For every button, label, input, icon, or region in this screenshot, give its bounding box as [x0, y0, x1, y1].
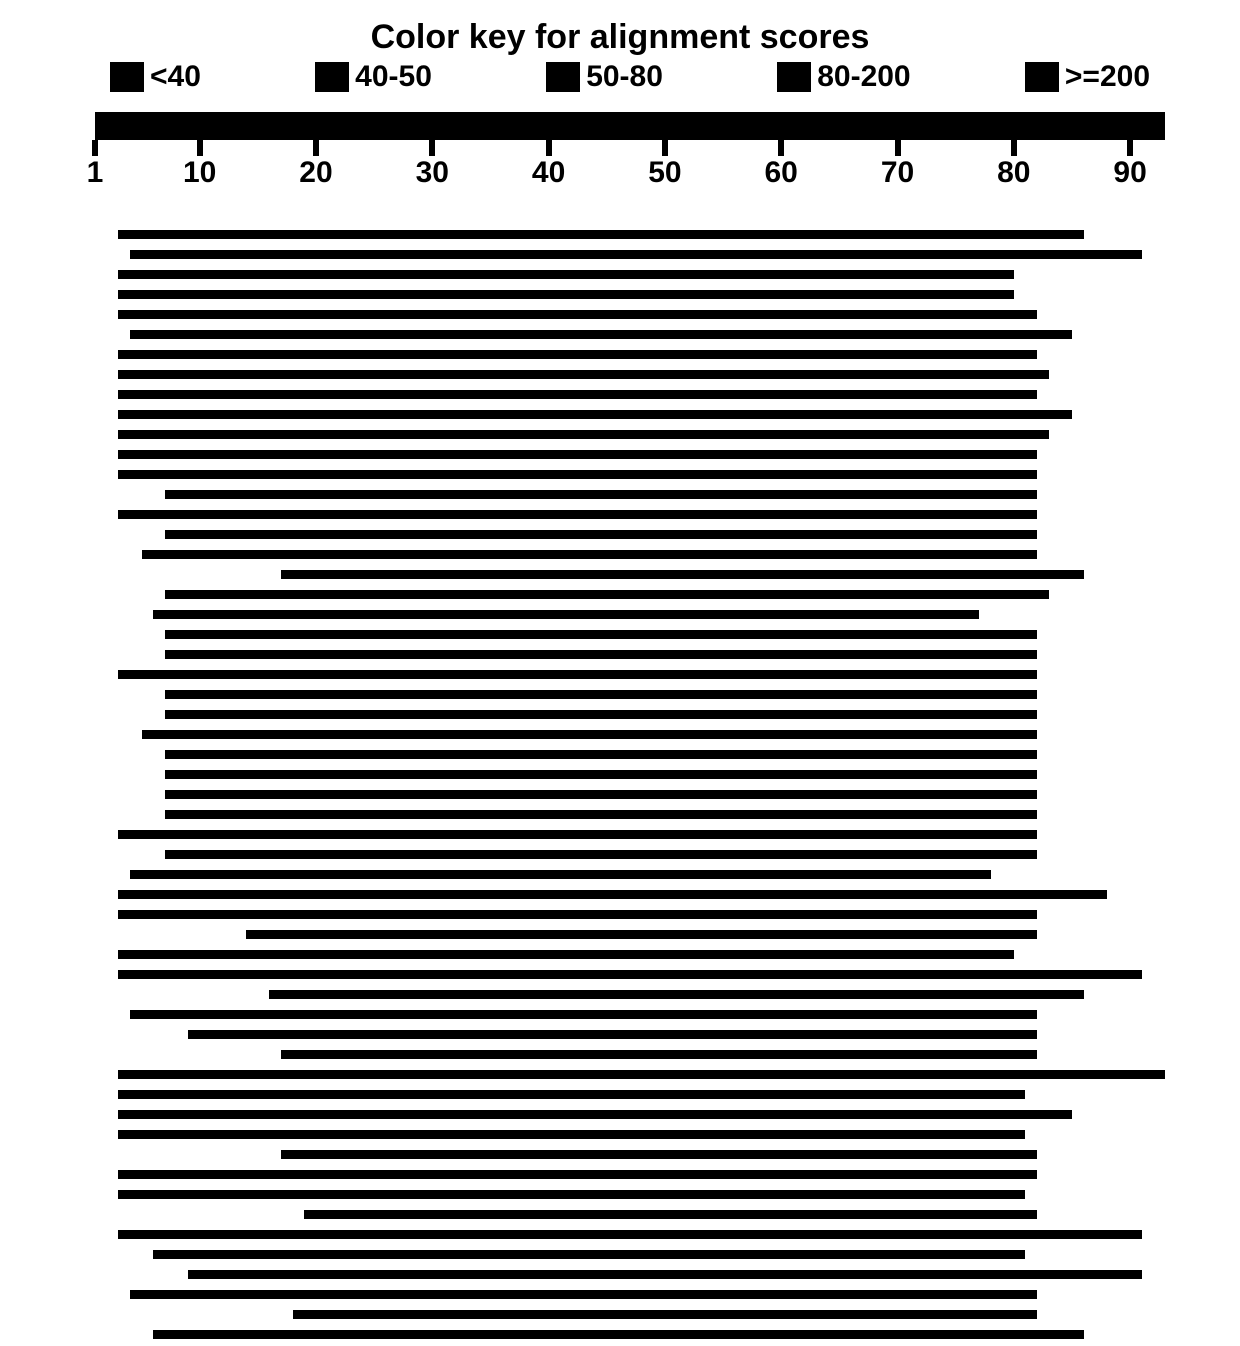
query-bar [95, 112, 1165, 140]
alignment-hit [118, 1110, 1072, 1119]
chart-title: Color key for alignment scores [0, 18, 1240, 57]
alignment-hit [188, 1270, 1142, 1279]
axis-tick-label: 20 [299, 156, 332, 190]
alignment-hit [165, 630, 1037, 639]
axis-tick [197, 140, 203, 156]
legend-label: 50-80 [586, 60, 663, 94]
alignment-hit [118, 290, 1014, 299]
axis-tick [1011, 140, 1017, 156]
alignment-hit [118, 1130, 1025, 1139]
legend-label: 80-200 [817, 60, 910, 94]
legend-item: 50-80 [546, 60, 663, 94]
alignment-hit [118, 1230, 1141, 1239]
axis-tick [662, 140, 668, 156]
axis-tick-label: 1 [87, 156, 104, 190]
alignment-hit [118, 390, 1037, 399]
alignment-hit [165, 710, 1037, 719]
legend-swatch [110, 62, 144, 92]
alignment-hit [281, 1150, 1037, 1159]
alignment-hit [130, 1290, 1037, 1299]
axis-tick [313, 140, 319, 156]
alignment-hit [130, 250, 1142, 259]
legend-item: >=200 [1025, 60, 1150, 94]
alignment-hit [153, 1330, 1083, 1339]
alignment-hit [118, 1190, 1025, 1199]
legend-item: <40 [110, 60, 201, 94]
alignment-hit [153, 1250, 1025, 1259]
legend-swatch [1025, 62, 1059, 92]
alignment-hit [165, 750, 1037, 759]
axis-tick-label: 70 [881, 156, 914, 190]
alignment-hit [142, 730, 1038, 739]
alignment-hit [293, 1310, 1037, 1319]
alignment-hit [118, 1070, 1165, 1079]
axis-tick [546, 140, 552, 156]
alignment-hit [130, 870, 991, 879]
axis-tick [778, 140, 784, 156]
axis-tick-label: 40 [532, 156, 565, 190]
alignment-hit [118, 350, 1037, 359]
legend-label: >=200 [1065, 60, 1150, 94]
alignment-hit [118, 510, 1037, 519]
alignment-hit [118, 230, 1083, 239]
alignment-hit [130, 1010, 1037, 1019]
alignment-hit [118, 1170, 1037, 1179]
alignment-hit [281, 1050, 1037, 1059]
alignment-hit [118, 910, 1037, 919]
alignment-hit [118, 1090, 1025, 1099]
alignment-hit [281, 570, 1084, 579]
alignment-hit [165, 810, 1037, 819]
axis-tick-label: 80 [997, 156, 1030, 190]
axis-tick [429, 140, 435, 156]
alignment-hit [118, 970, 1141, 979]
legend-label: 40-50 [355, 60, 432, 94]
alignment-hit [188, 1030, 1037, 1039]
alignment-hit [165, 530, 1037, 539]
alignment-hit [118, 670, 1037, 679]
alignment-hit [165, 770, 1037, 779]
alignment-hit [165, 650, 1037, 659]
legend-item: 80-200 [777, 60, 910, 94]
alignment-hit [118, 370, 1048, 379]
alignment-hit [269, 990, 1083, 999]
alignment-hit [165, 790, 1037, 799]
alignment-hit [118, 890, 1107, 899]
alignment-hit [118, 830, 1037, 839]
alignment-hit [246, 930, 1037, 939]
axis-tick-label: 90 [1113, 156, 1146, 190]
alignment-hit [118, 430, 1048, 439]
legend-swatch [777, 62, 811, 92]
legend: <40 40-50 50-80 80-200 >=200 [110, 60, 1150, 94]
axis-tick-label: 30 [416, 156, 449, 190]
legend-swatch [546, 62, 580, 92]
alignment-hit [304, 1210, 1037, 1219]
alignment-hit [165, 490, 1037, 499]
axis-tick-label: 50 [648, 156, 681, 190]
alignment-hit [142, 550, 1038, 559]
alignment-hit [153, 610, 979, 619]
axis-tick [92, 140, 98, 156]
axis-tick [895, 140, 901, 156]
alignment-hit [118, 410, 1072, 419]
alignment-hit [165, 590, 1049, 599]
legend-item: 40-50 [315, 60, 432, 94]
alignment-hit [118, 470, 1037, 479]
alignment-hit [165, 850, 1037, 859]
alignment-hit [118, 950, 1014, 959]
axis-tick-label: 10 [183, 156, 216, 190]
legend-swatch [315, 62, 349, 92]
alignment-hit [118, 270, 1014, 279]
legend-label: <40 [150, 60, 201, 94]
alignment-hit [118, 310, 1037, 319]
axis-tick [1127, 140, 1133, 156]
alignment-hit [118, 450, 1037, 459]
alignment-hit [165, 690, 1037, 699]
axis-tick-label: 60 [765, 156, 798, 190]
alignment-hit [130, 330, 1072, 339]
alignment-chart: { "title": { "text": "Color key for alig… [0, 0, 1240, 1346]
